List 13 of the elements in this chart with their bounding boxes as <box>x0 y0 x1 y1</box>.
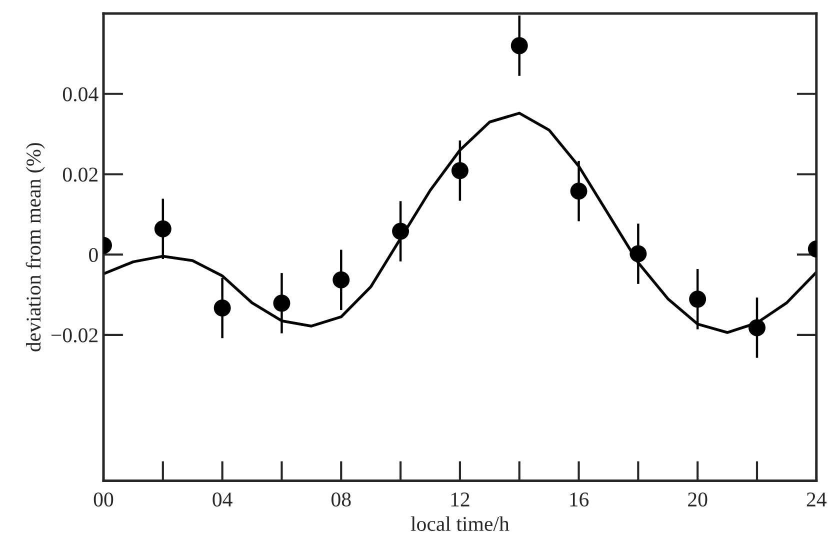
y-axis-title: deviation from mean (%) <box>26 143 45 352</box>
y-tick-label: 0.04 <box>62 87 98 102</box>
x-tick-label: 12 <box>451 492 470 506</box>
x-tick-label: 00 <box>94 492 114 507</box>
y-tick-label: 0 <box>89 248 98 262</box>
y-tick-label: 0.02 <box>62 168 98 182</box>
y-tick-label: −0.02 <box>51 328 98 342</box>
x-tick-label: 24 <box>806 492 826 506</box>
x-tick-label: 20 <box>688 492 708 507</box>
x-tick-label: 08 <box>332 492 351 507</box>
x-tick-label: 16 <box>570 492 589 507</box>
x-tick-label: 04 <box>212 492 232 507</box>
x-axis-title: local time/h <box>410 516 510 531</box>
